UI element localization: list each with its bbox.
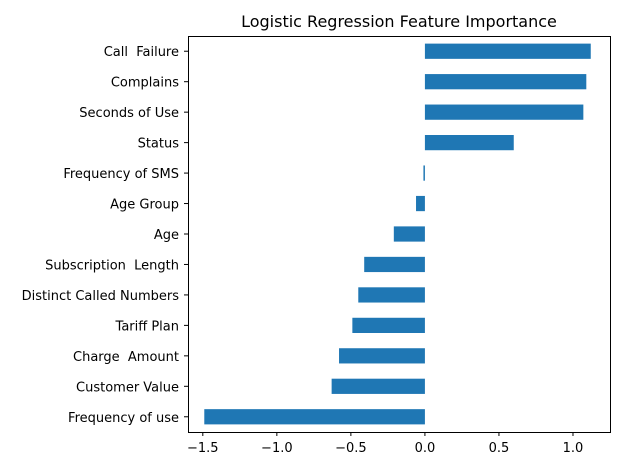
y-tick-label: Tariff Plan: [115, 319, 179, 334]
bar: [416, 195, 425, 212]
y-tick-label: Seconds of Use: [79, 106, 179, 121]
y-axis: Call Failure Complains Seconds of Use Statu…: [22, 45, 188, 426]
y-tick-label: Call Failure: [104, 45, 179, 60]
chart-title: Logistic Regression Feature Importance: [241, 12, 557, 31]
bar: [424, 74, 587, 90]
y-tick-label: Age: [154, 228, 179, 243]
bar: [424, 135, 514, 151]
bar: [352, 317, 425, 333]
bar: [339, 348, 425, 364]
bar: [204, 409, 425, 425]
y-tick-label: Subscription Length: [45, 258, 179, 273]
x-tick-label: −1.5: [187, 441, 219, 456]
plot-frame: [188, 36, 611, 433]
bar: [331, 378, 425, 394]
bar: [424, 43, 591, 59]
x-tick-label: −1.0: [261, 441, 293, 456]
x-tick-label: 1.0: [563, 441, 584, 456]
y-tick-label: Charge Amount: [73, 350, 179, 365]
bar: [393, 226, 425, 242]
x-tick-label: 0.5: [489, 441, 510, 456]
bar: [423, 165, 425, 181]
x-tick-label: 0.0: [415, 441, 436, 456]
y-tick-label: Frequency of use: [68, 411, 179, 426]
y-tick-label: Distinct Called Numbers: [22, 289, 180, 304]
y-tick-label: Customer Value: [76, 380, 179, 395]
bar: [424, 104, 584, 120]
y-tick-label: Complains: [111, 76, 179, 91]
x-tick-label: −0.5: [335, 441, 367, 456]
y-tick-label: Age Group: [110, 198, 179, 213]
bar: [364, 256, 425, 273]
y-tick-label: Status: [138, 137, 180, 152]
y-tick-label: Frequency of SMS: [63, 167, 179, 182]
bar: [358, 287, 425, 303]
x-axis: −1.5 −1.0 −0.5 0.0 0.5 1.0: [187, 432, 583, 456]
bars-group: [204, 43, 591, 425]
